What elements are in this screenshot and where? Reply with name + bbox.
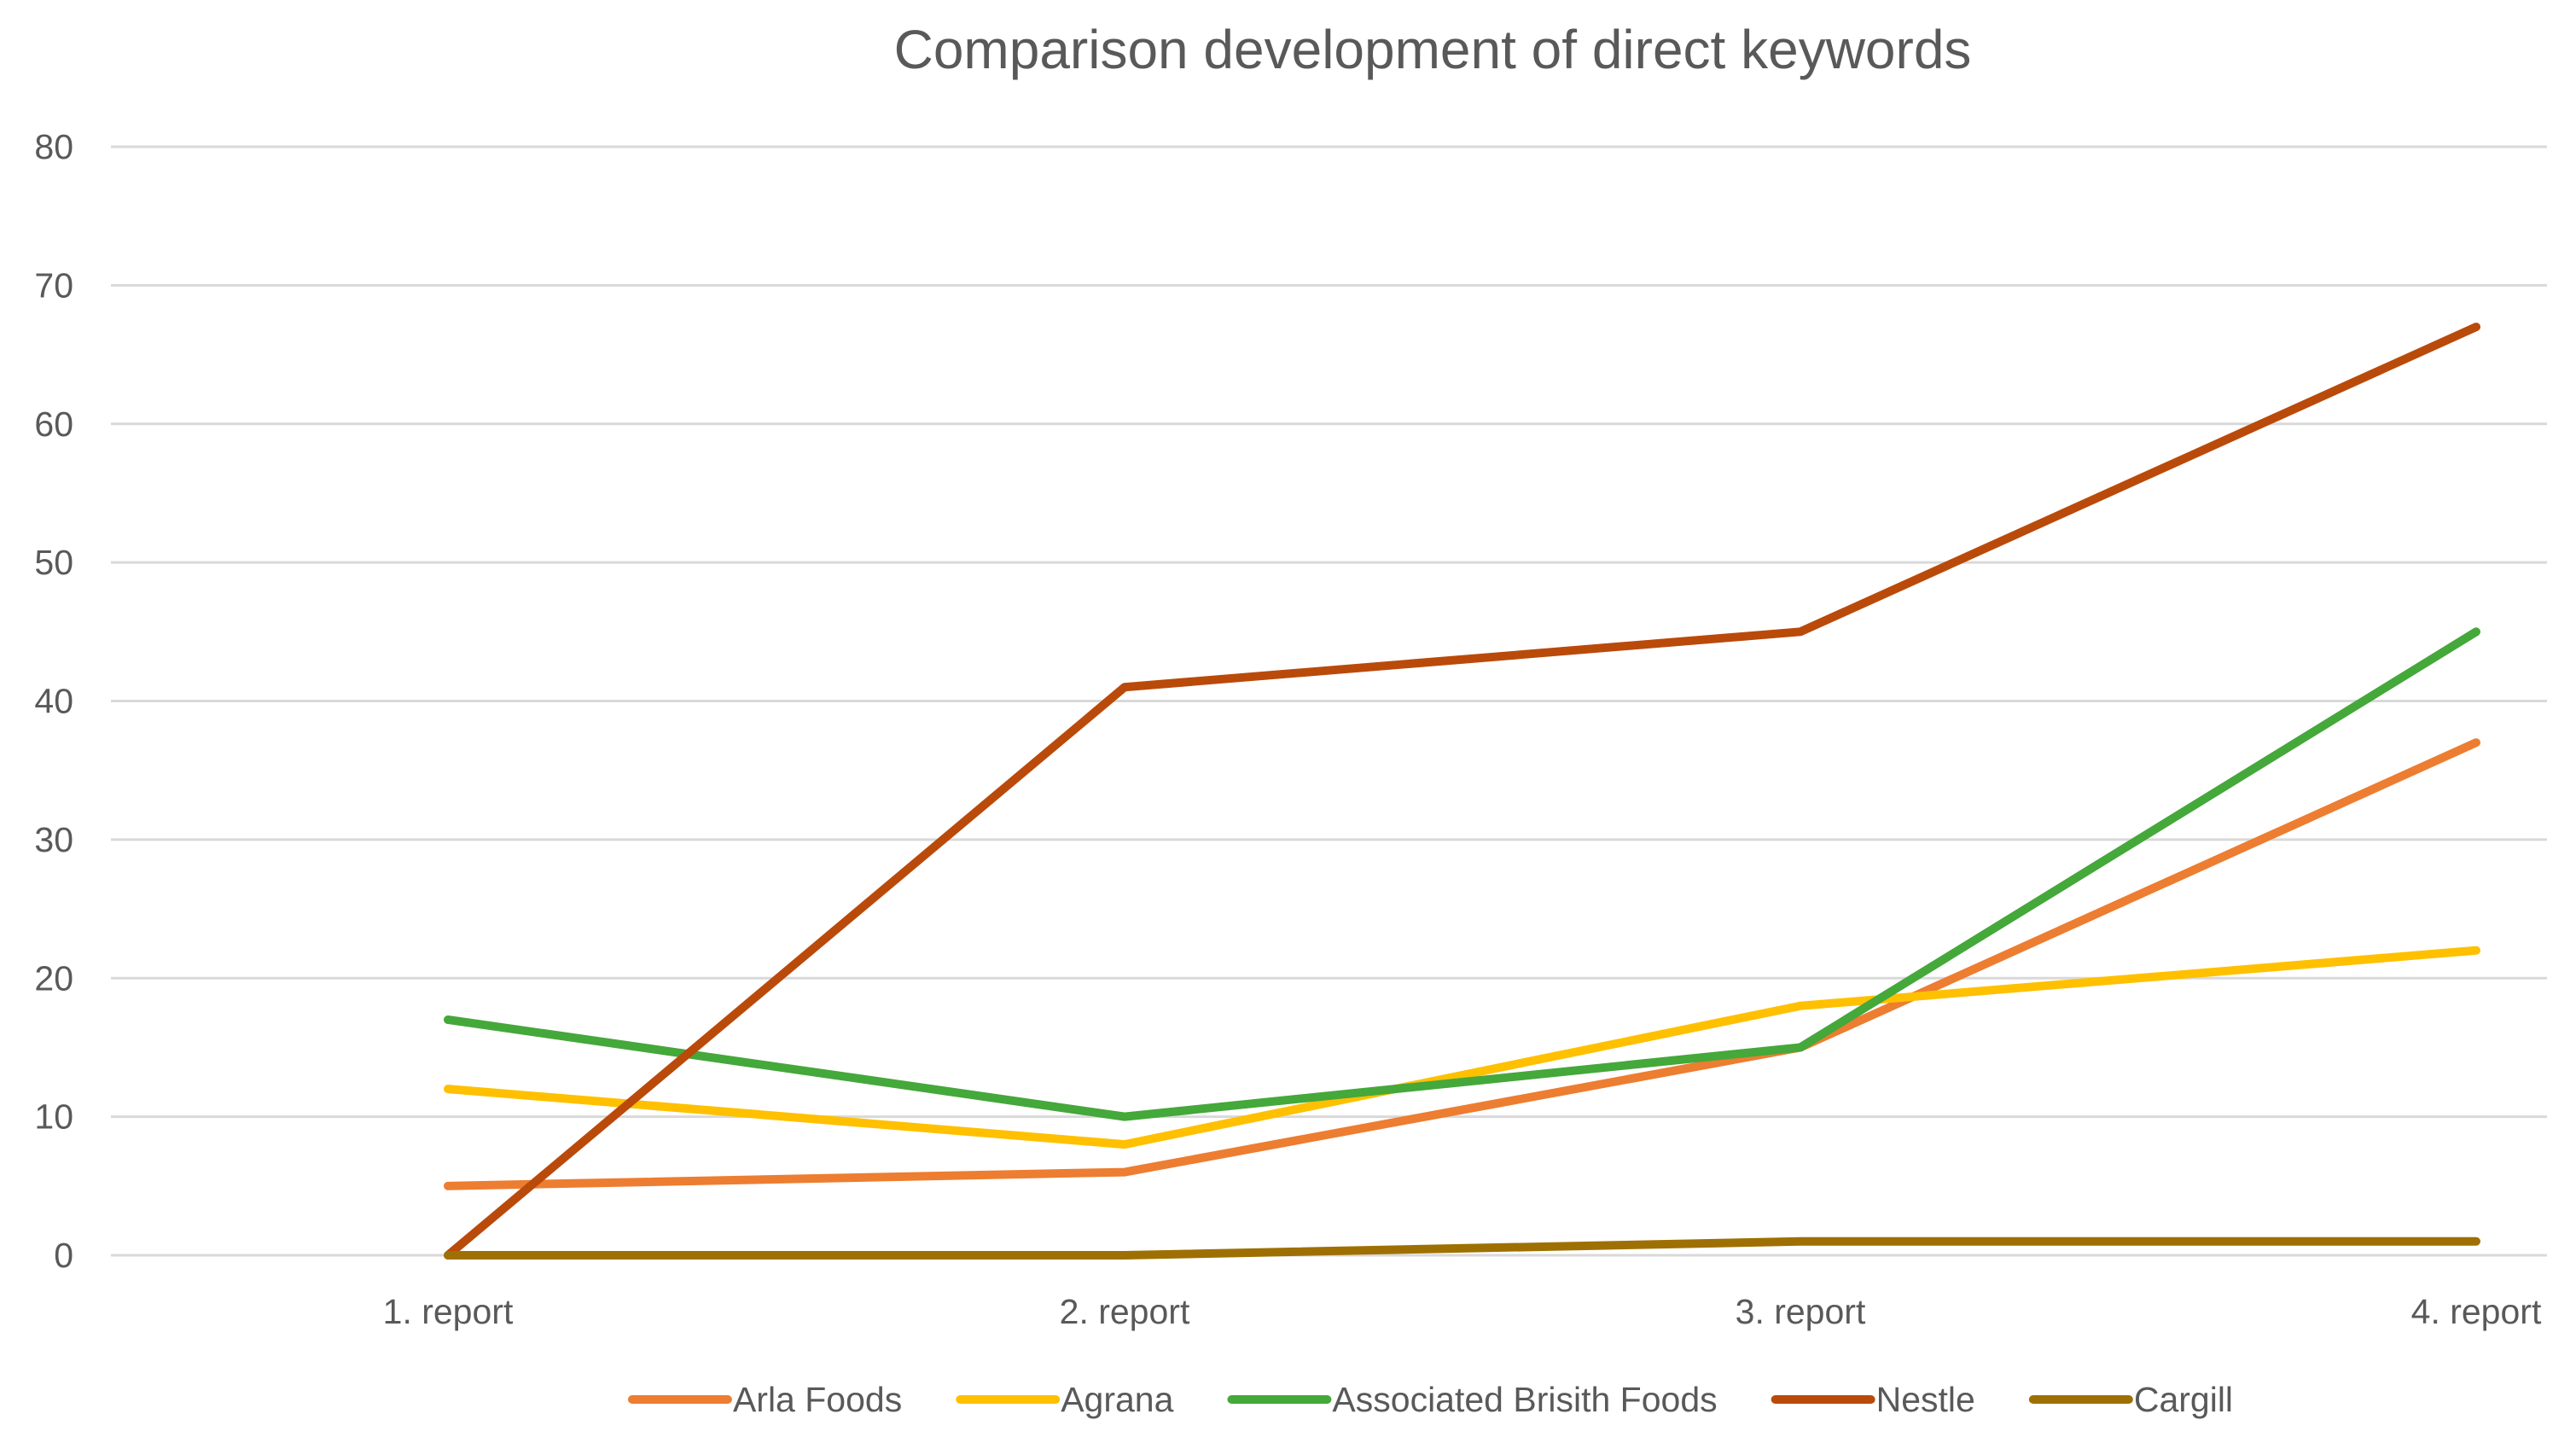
gridlines	[111, 145, 2547, 1257]
y-tick-label: 30	[34, 820, 73, 859]
x-tick-label: 2. report	[1060, 1292, 1190, 1331]
legend: Arla Foods Agrana Associated Brisith Foods…	[627, 1380, 2233, 1419]
y-tick-label: 80	[34, 127, 73, 166]
series-line-agrana	[444, 946, 2480, 1149]
y-tick-label: 20	[34, 958, 73, 998]
chart-title: Comparison development of direct keyword…	[894, 19, 1972, 80]
x-tick-label: 4. report	[2411, 1292, 2542, 1331]
y-tick-label: 50	[34, 543, 73, 582]
series-line-associated-brisith-foods	[444, 627, 2480, 1121]
y-tick-label: 40	[34, 682, 73, 721]
legend-label: Agrana	[1061, 1380, 1173, 1419]
legend-label: Cargill	[2134, 1380, 2233, 1419]
legend-item-nestle: Nestle	[1771, 1380, 1975, 1419]
y-axis-tick-labels: 0 10 20 30 40 50 60 70 80	[34, 127, 73, 1275]
series-line-arla-foods	[444, 738, 2480, 1190]
legend-item-agrana: Agrana	[956, 1380, 1174, 1419]
y-tick-label: 70	[34, 265, 73, 305]
x-tick-label: 3. report	[1736, 1292, 1866, 1331]
x-axis-tick-labels: 1. report 2. report 3. report 4. report	[383, 1292, 2542, 1331]
y-tick-label: 0	[54, 1236, 73, 1275]
legend-label: Arla Foods	[733, 1380, 902, 1419]
legend-label: Associated Brisith Foods	[1332, 1380, 1717, 1419]
legend-item-associated-brisith-foods: Associated Brisith Foods	[1227, 1380, 1718, 1419]
legend-label: Nestle	[1876, 1380, 1975, 1419]
series-line-cargill	[444, 1236, 2480, 1260]
y-tick-label: 10	[34, 1097, 73, 1137]
series-lines	[444, 323, 2480, 1260]
y-tick-label: 60	[34, 404, 73, 444]
x-tick-label: 1. report	[383, 1292, 514, 1331]
legend-item-arla-foods: Arla Foods	[627, 1380, 902, 1419]
legend-item-cargill: Cargill	[2028, 1380, 2233, 1419]
series-line-nestle	[444, 323, 2480, 1260]
